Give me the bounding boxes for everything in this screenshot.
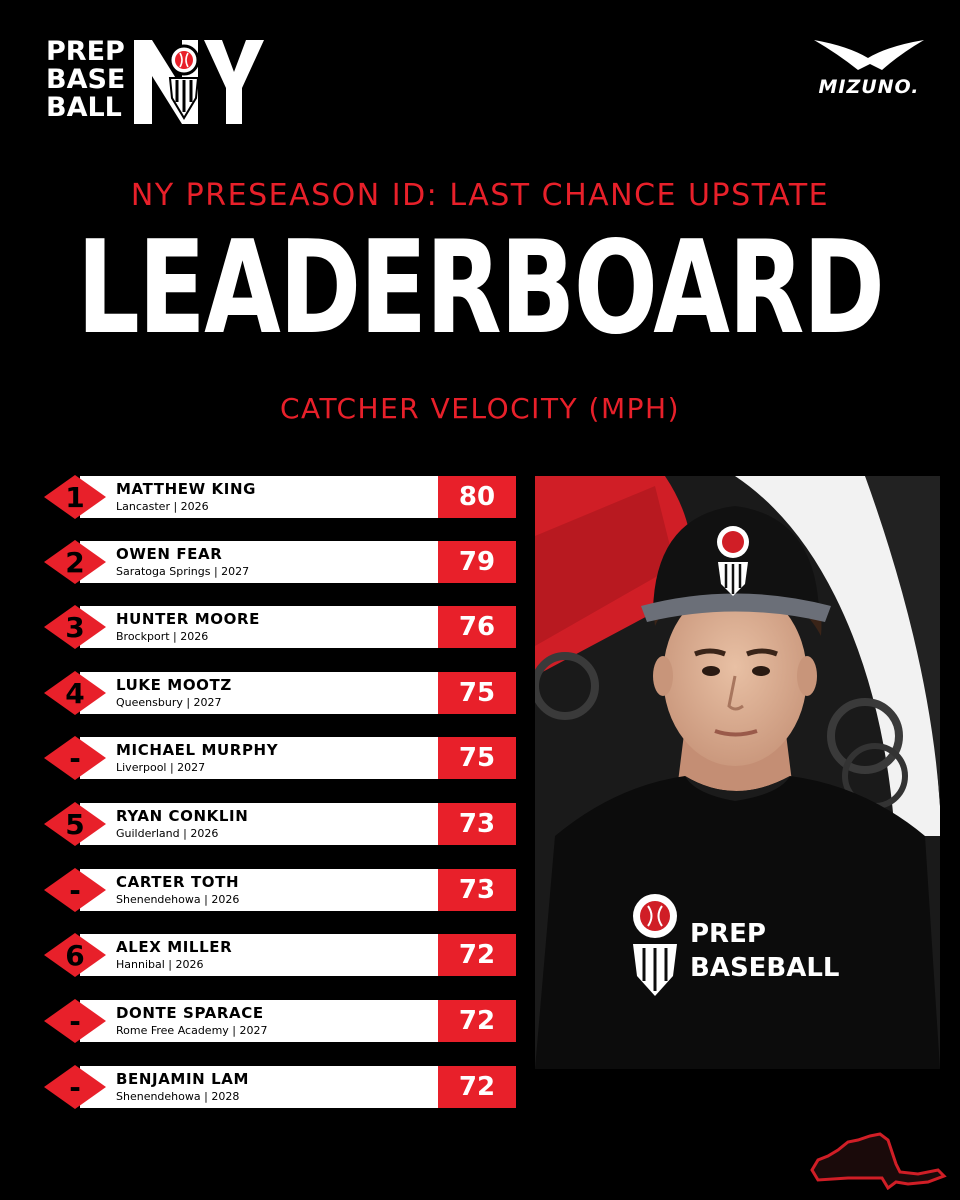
name-bar: [80, 672, 438, 714]
name-bar: [80, 541, 438, 583]
velocity-value: 80: [438, 476, 516, 518]
rank-label: -: [69, 1004, 81, 1038]
player-name: DONTE SPARACE: [116, 1004, 264, 1022]
name-bar: [80, 1000, 438, 1042]
logo-line-1: PREP: [46, 36, 125, 67]
player-name: ALEX MILLER: [116, 938, 233, 956]
player-name: HUNTER MOORE: [116, 610, 260, 628]
rank-label: -: [69, 873, 81, 907]
name-bar: [80, 737, 438, 779]
leader-row: 4 LUKE MOOTZ Queensbury | 2027 75: [44, 671, 519, 715]
name-bar: [80, 934, 438, 976]
leader-row: - CARTER TOTH Shenendehowa | 2026 73: [44, 868, 519, 912]
player-name: MATTHEW KING: [116, 480, 257, 498]
rank-label: 6: [65, 938, 85, 972]
player-photo-illustration: PREP BASEBALL: [535, 476, 940, 1069]
mizuno-logo: MIZUNO.: [808, 36, 930, 100]
mizuno-wordmark: MIZUNO.: [818, 76, 920, 98]
player-school-year: Guilderland | 2026: [116, 827, 219, 840]
velocity-value: 75: [438, 672, 516, 714]
player-name: LUKE MOOTZ: [116, 676, 232, 694]
player-school-year: Shenendehowa | 2026: [116, 893, 240, 906]
logo-ny-mark: [134, 40, 264, 124]
new-york-state-icon: [810, 1132, 947, 1190]
player-name: OWEN FEAR: [116, 545, 223, 563]
name-bar: [80, 606, 438, 648]
rank-label: 5: [65, 807, 85, 841]
player-name: CARTER TOTH: [116, 873, 240, 891]
velocity-value: 79: [438, 541, 516, 583]
leader-row: 2 OWEN FEAR Saratoga Springs | 2027 79: [44, 540, 519, 584]
velocity-value: 72: [438, 1000, 516, 1042]
leader-row: 1 MATTHEW KING Lancaster | 2026 80: [44, 475, 519, 519]
name-bar: [80, 1066, 438, 1108]
rank-label: -: [69, 741, 81, 775]
velocity-value: 75: [438, 737, 516, 779]
mizuno-runbird-icon: [814, 40, 924, 70]
velocity-value: 76: [438, 606, 516, 648]
name-bar: [80, 869, 438, 911]
leader-row: 5 RYAN CONKLIN Guilderland | 2026 73: [44, 802, 519, 846]
velocity-value: 72: [438, 1066, 516, 1108]
leader-row: - BENJAMIN LAM Shenendehowa | 2028 72: [44, 1065, 519, 1109]
velocity-value: 73: [438, 869, 516, 911]
player-school-year: Brockport | 2026: [116, 630, 209, 643]
player-photo: PREP BASEBALL: [535, 476, 940, 1069]
rank-label: 1: [65, 480, 85, 514]
shirt-line-2: BASEBALL: [690, 953, 840, 983]
leader-row: - MICHAEL MURPHY Liverpool | 2027 75: [44, 736, 519, 780]
player-name: BENJAMIN LAM: [116, 1070, 250, 1088]
player-name: MICHAEL MURPHY: [116, 741, 279, 759]
player-school-year: Lancaster | 2026: [116, 500, 209, 513]
player-school-year: Queensbury | 2027: [116, 696, 222, 709]
velocity-value: 73: [438, 803, 516, 845]
player-school-year: Liverpool | 2027: [116, 761, 206, 774]
logo-line-3: BALL: [46, 92, 122, 123]
player-school-year: Saratoga Springs | 2027: [116, 565, 250, 578]
page-title: LEADERBOARD: [76, 214, 885, 363]
rank-label: -: [69, 1070, 81, 1104]
leader-row: 3 HUNTER MOORE Brockport | 2026 76: [44, 605, 519, 649]
logo-wordmark: PREP BASE BALL: [46, 38, 125, 122]
rank-label: 3: [65, 610, 85, 644]
velocity-value: 72: [438, 934, 516, 976]
name-bar: [80, 803, 438, 845]
player-school-year: Shenendehowa | 2028: [116, 1090, 240, 1103]
player-school-year: Hannibal | 2026: [116, 958, 204, 971]
logo-line-2: BASE: [46, 64, 126, 95]
rank-label: 4: [65, 676, 85, 710]
leader-row: - DONTE SPARACE Rome Free Academy | 2027…: [44, 999, 519, 1043]
leader-row: 6 ALEX MILLER Hannibal | 2026 72: [44, 933, 519, 977]
prep-baseball-ny-logo: PREP BASE BALL: [46, 38, 266, 126]
event-title: NY PRESEASON ID: LAST CHANCE UPSTATE: [130, 178, 830, 213]
player-school-year: Rome Free Academy | 2027: [116, 1024, 268, 1037]
rank-label: 2: [65, 545, 85, 579]
name-bar: [80, 476, 438, 518]
category-subtitle: CATCHER VELOCITY (MPH): [280, 392, 680, 425]
shirt-line-1: PREP: [690, 919, 766, 949]
player-name: RYAN CONKLIN: [116, 807, 249, 825]
